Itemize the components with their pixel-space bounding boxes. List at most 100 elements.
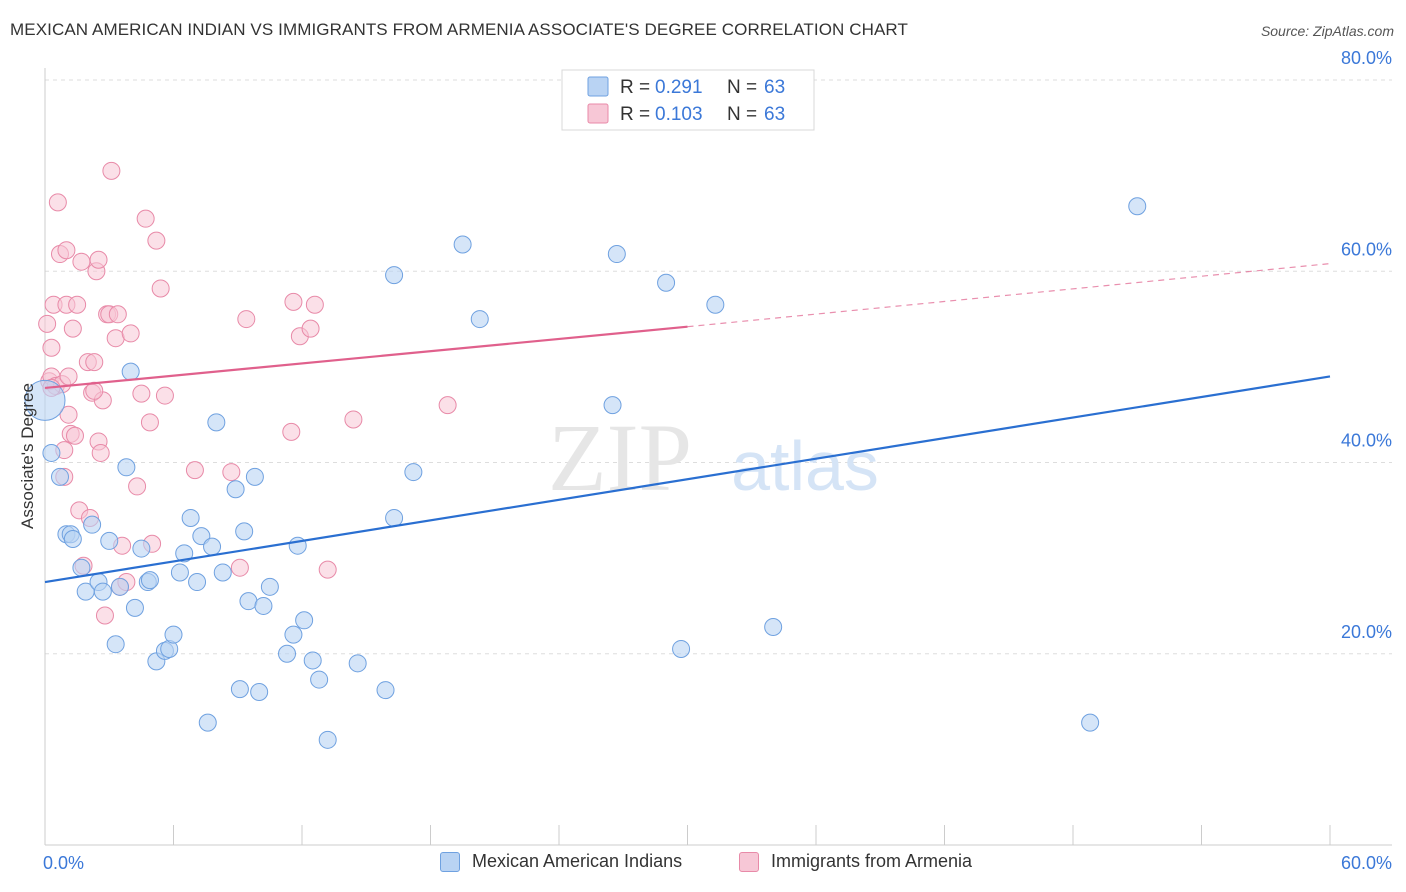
point-mexican-american-indian [1128, 197, 1147, 216]
point-armenia [230, 558, 249, 577]
point-mexican-american-indian [672, 639, 691, 658]
point-armenia [282, 422, 301, 441]
point-mexican-american-indian [106, 635, 125, 654]
point-armenia [89, 250, 108, 269]
legend-n-label: N = [727, 77, 757, 98]
point-mexican-american-indian [385, 508, 404, 527]
point-mexican-american-indian [239, 592, 258, 611]
legend-r-value-pink: 0.103 [655, 104, 703, 125]
watermark-atlas: atlas [731, 427, 879, 505]
point-armenia [48, 193, 67, 212]
point-armenia [59, 367, 78, 386]
point-armenia [57, 241, 76, 260]
point-mexican-american-indian [24, 379, 66, 421]
point-armenia [136, 209, 155, 228]
point-armenia [121, 324, 140, 343]
point-armenia [65, 426, 84, 445]
point-armenia [344, 410, 363, 429]
legend-top: R = 0.291 N = 63 R = 0.103 N = 63 [561, 69, 815, 131]
point-armenia [102, 161, 121, 180]
point-mexican-american-indian [83, 515, 102, 534]
trend-line-pink-dashed [687, 263, 1331, 328]
point-mexican-american-indian [318, 730, 337, 749]
point-mexican-american-indian [657, 273, 676, 292]
point-mexican-american-indian [207, 413, 226, 432]
point-mexican-american-indian [117, 458, 136, 477]
point-mexican-american-indian [198, 713, 217, 732]
point-mexican-american-indian [607, 245, 626, 264]
point-mexican-american-indian [404, 463, 423, 482]
point-mexican-american-indian [284, 625, 303, 644]
y-tick-label: 60.0% [1341, 239, 1392, 259]
source-label: Source: ZipAtlas.com [1260, 23, 1394, 39]
point-mexican-american-indian [310, 670, 329, 689]
point-mexican-american-indian [132, 539, 151, 558]
point-mexican-american-indian [226, 480, 245, 499]
legend-swatch-blue [587, 76, 609, 97]
point-mexican-american-indian [1081, 713, 1100, 732]
point-armenia [305, 295, 324, 314]
legend-bottom: Mexican American Indians Immigrants from… [0, 851, 1406, 877]
point-mexican-american-indian [453, 235, 472, 254]
x-tick-label: 0.0% [43, 853, 84, 873]
point-mexican-american-indian [470, 310, 489, 329]
tick-labels: 20.0% 40.0% 60.0% 80.0% 0.0% 60.0% [43, 48, 1392, 873]
point-armenia [68, 295, 87, 314]
point-armenia [72, 252, 91, 271]
point-armenia [237, 310, 256, 329]
point-mexican-american-indian [140, 571, 159, 590]
point-armenia [222, 463, 241, 482]
point-mexican-american-indian [603, 396, 622, 415]
point-armenia [140, 413, 159, 432]
point-armenia [63, 319, 82, 338]
point-mexican-american-indian [63, 530, 82, 548]
point-mexican-american-indian [164, 625, 183, 644]
point-mexican-american-indian [250, 683, 269, 701]
point-mexican-american-indian [100, 531, 119, 550]
point-mexican-american-indian [295, 611, 314, 630]
point-armenia [38, 314, 57, 333]
point-mexican-american-indian [235, 522, 254, 541]
point-mexican-american-indian [175, 544, 194, 563]
point-armenia [95, 606, 114, 625]
series-armenia-points [38, 161, 457, 625]
point-armenia [185, 461, 204, 480]
legend-swatch-pink [739, 851, 759, 872]
point-mexican-american-indian [348, 654, 367, 673]
point-mexican-american-indian [245, 467, 264, 486]
point-armenia [155, 386, 174, 405]
series-mexican-american-indian-points [24, 197, 1147, 749]
chart-title: MEXICAN AMERICAN INDIAN VS IMMIGRANTS FR… [10, 20, 908, 39]
legend-item-mexican-american-indians: Mexican American Indians [440, 851, 682, 872]
point-mexican-american-indian [110, 577, 129, 596]
point-armenia [151, 279, 170, 298]
point-mexican-american-indian [203, 537, 222, 556]
legend-n-label: N = [727, 104, 757, 125]
point-mexican-american-indian [213, 563, 232, 582]
point-armenia [147, 231, 166, 250]
legend-r-label: R = [620, 104, 650, 125]
point-mexican-american-indian [385, 266, 404, 285]
axes [44, 68, 1392, 846]
point-mexican-american-indian [188, 573, 207, 592]
point-mexican-american-indian [42, 443, 61, 462]
point-mexican-american-indian [260, 577, 279, 596]
legend-n-value-blue: 63 [764, 77, 785, 98]
watermark: ZIP atlas [548, 404, 879, 511]
point-armenia [59, 405, 78, 424]
legend-label: Immigrants from Armenia [771, 851, 973, 871]
point-armenia [284, 292, 303, 311]
point-armenia [128, 477, 147, 496]
point-armenia [438, 396, 457, 415]
y-axis-label: Associate's Degree [18, 383, 37, 529]
point-mexican-american-indian [303, 651, 322, 670]
point-armenia [106, 329, 125, 348]
trend-lines [44, 263, 1331, 584]
point-mexican-american-indian [72, 558, 91, 577]
point-mexican-american-indian [706, 295, 725, 314]
point-armenia [301, 319, 320, 338]
point-armenia [85, 353, 104, 372]
legend-r-value-blue: 0.291 [655, 77, 703, 98]
point-armenia [108, 305, 127, 324]
point-mexican-american-indian [125, 598, 144, 617]
